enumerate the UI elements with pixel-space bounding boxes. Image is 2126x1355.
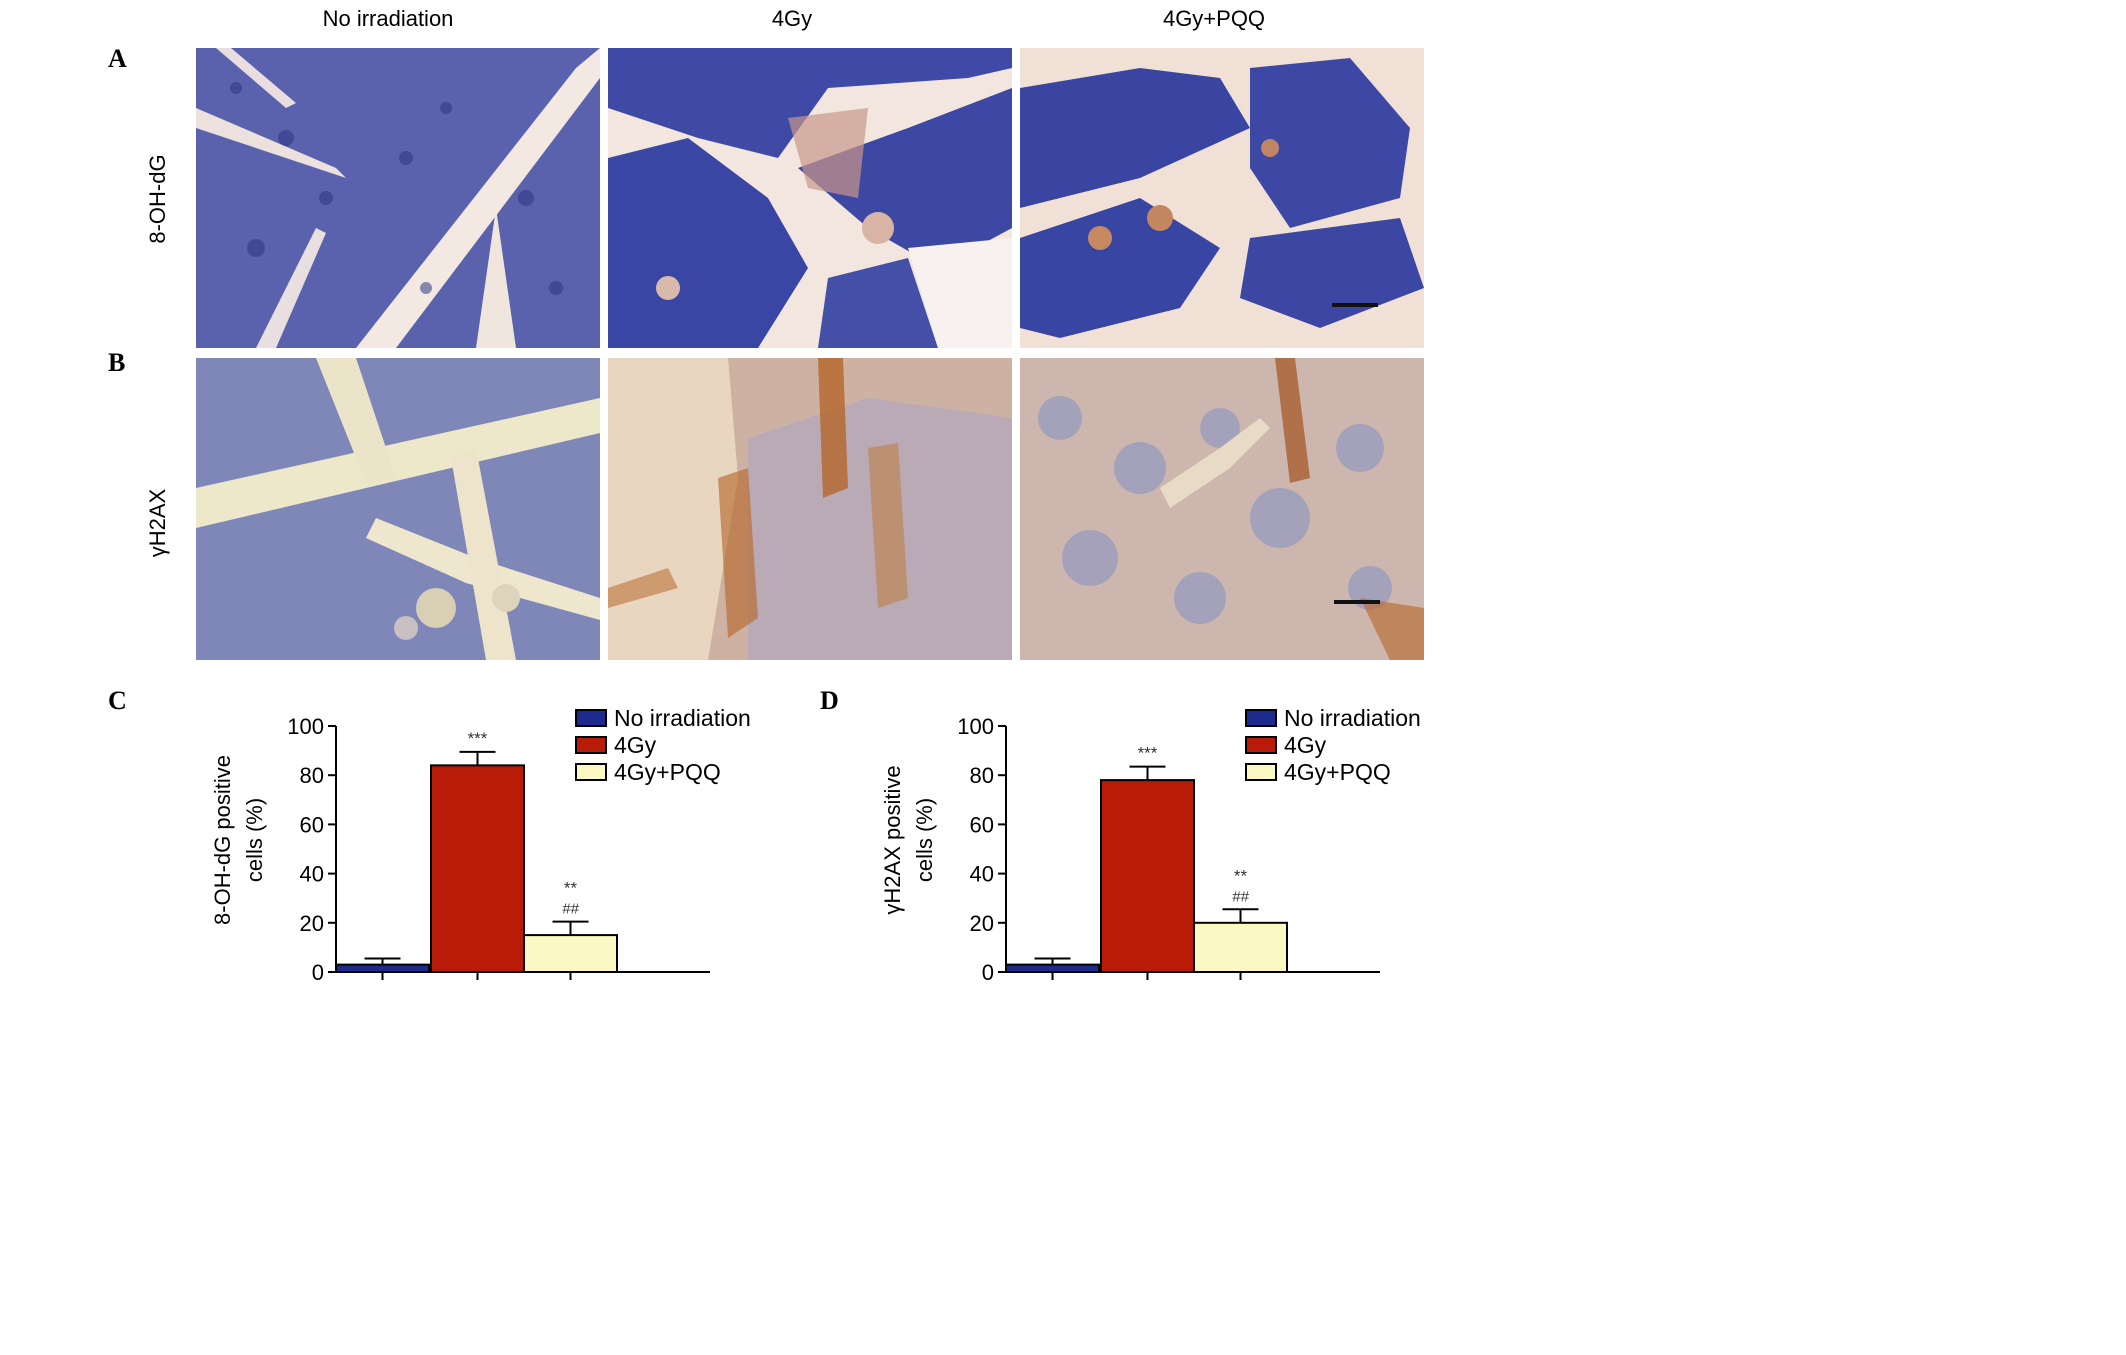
panel-letter-a: A	[108, 44, 127, 73]
chart-c-ylabel: 8-OH-dG positive cells (%)	[210, 755, 267, 925]
chart-c-bar-0	[335, 963, 430, 973]
chart-c-legend-label-0: No irradiation	[614, 705, 750, 731]
chart-c-annotation-2-0: **	[564, 879, 578, 898]
chart-d-bar-1	[1100, 779, 1195, 974]
chart-d-ylabel: γH2AX positive cells (%)	[880, 765, 937, 914]
chart-d-ytick-label-4: 80	[970, 763, 994, 788]
chart-c-ytick-label-3: 60	[300, 812, 324, 837]
chart-c-ytick-label-1: 20	[300, 911, 324, 936]
chart-d-legend-label-2: 4Gy+PQQ	[1284, 759, 1391, 785]
chart-d-bar-2	[1193, 921, 1288, 974]
micrograph-a-no-irradiation	[196, 48, 600, 348]
chart-c-8-oh-dg: 8-OH-dG positive cells (%) 0 20 40 60 80 100 *…	[210, 705, 750, 985]
chart-d-ylabel-line-1: γH2AX positive	[880, 765, 905, 914]
micrograph-b-4gy-pqq	[1020, 358, 1424, 660]
chart-c-ytick-label-0: 0	[312, 960, 324, 985]
micrograph-a-4gy	[608, 48, 1012, 348]
chart-c-legend-label-2: 4Gy+PQQ	[614, 759, 721, 785]
column-header-4gy-pqq: 4Gy+PQQ	[1162, 6, 1266, 31]
row-label-8-oh-dg: 8-OH-dG	[145, 154, 170, 244]
chart-c-ylabel-line-1: 8-OH-dG positive	[210, 755, 235, 925]
chart-c-ytick-label-4: 80	[300, 763, 324, 788]
column-header-no-irradiation: No irradiation	[322, 6, 454, 31]
chart-d-ytick-label-5: 100	[957, 714, 994, 739]
chart-c-ytick-label-2: 40	[300, 862, 324, 887]
chart-c-bar-2	[523, 934, 618, 974]
panel-letter-b: B	[108, 348, 126, 377]
chart-c-ytick-label-5: 100	[287, 714, 324, 739]
chart-d-annotation-2-0: **	[1234, 866, 1248, 885]
chart-d-annotation-2-1: ##	[1232, 888, 1249, 905]
micrograph-a-4gy-pqq	[1020, 48, 1424, 348]
chart-d-legend-swatch-1	[1245, 736, 1277, 754]
chart-d-ylabel-line-2: cells (%)	[912, 798, 937, 882]
chart-d-ytick-label-0: 0	[982, 960, 994, 985]
column-header-4gy: 4Gy	[771, 6, 813, 31]
chart-c-annotation-1-0: ***	[468, 729, 488, 748]
chart-d-gamma-h2ax: γH2AX positive cells (%) 020406080100***…	[880, 705, 1420, 985]
panel-letter-d: D	[820, 686, 839, 715]
chart-d-ytick-label-1: 20	[970, 911, 994, 936]
chart-d-ytick-label-3: 60	[970, 812, 994, 837]
chart-d-ytick-label-2: 40	[970, 862, 994, 887]
chart-d-bar-0	[1005, 963, 1100, 973]
chart-c-bar-1	[430, 764, 525, 973]
chart-d-legend-swatch-0	[1245, 709, 1277, 727]
chart-d-legend-swatch-2	[1245, 763, 1277, 781]
chart-c-legend-label-1: 4Gy	[614, 732, 657, 758]
chart-d-legend-label-0: No irradiation	[1284, 705, 1420, 731]
micrograph-b-4gy	[608, 358, 1012, 660]
chart-c-legend-swatch-1	[575, 736, 607, 754]
chart-d-legend-label-1: 4Gy	[1284, 732, 1327, 758]
chart-c-ylabel-line-2: cells (%)	[242, 798, 267, 882]
micrograph-b-no-irradiation	[196, 358, 600, 660]
chart-d-annotation-1-0: ***	[1138, 744, 1158, 763]
chart-c-legend-swatch-0	[575, 709, 607, 727]
row-label-gamma-h2ax: γH2AX	[145, 488, 170, 558]
chart-c-legend-swatch-2	[575, 763, 607, 781]
chart-c-annotation-2-1: ##	[562, 901, 579, 918]
panel-letter-c: C	[108, 686, 127, 715]
